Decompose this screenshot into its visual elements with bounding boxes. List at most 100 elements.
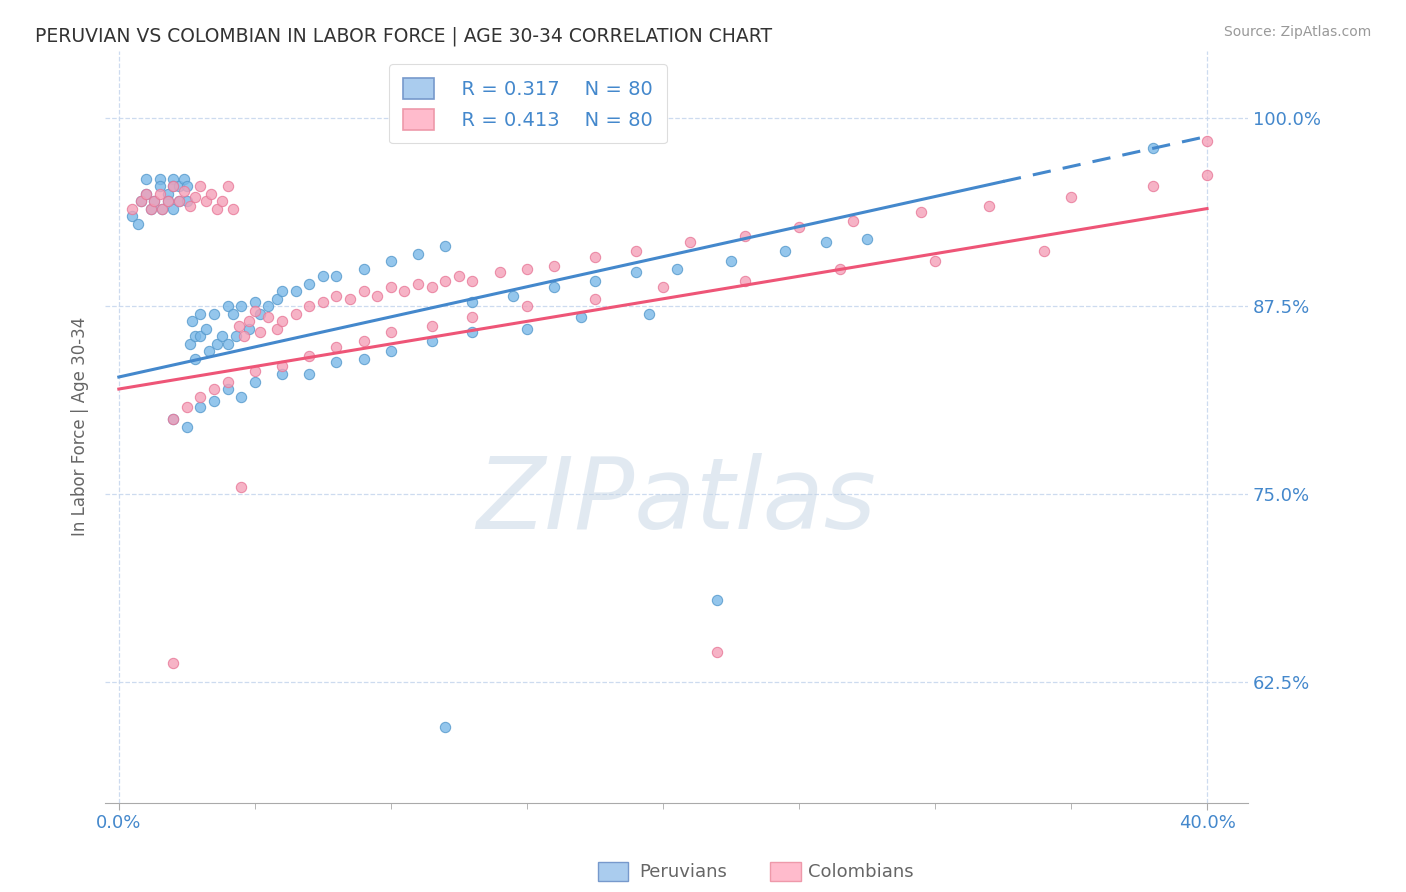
Point [1060,189,1083,203]
Point [179,198,201,212]
Point [325,289,347,303]
Point [406,277,429,291]
Point [231,390,253,404]
Point [380,344,402,359]
Point [228,318,250,333]
Point [856,232,879,246]
Point [516,299,538,313]
Point [271,367,294,381]
Point [787,219,810,234]
Point [135,171,157,186]
Text: Colombians: Colombians [808,863,914,881]
Point [679,235,702,249]
Point [141,202,163,216]
Point [190,400,212,414]
Point [624,265,647,279]
Point [217,375,239,389]
Point [202,307,225,321]
Point [190,307,212,321]
Point [173,171,195,186]
Point [121,209,143,223]
Legend:   R = 0.317    N = 80,   R = 0.413    N = 80: R = 0.317 N = 80, R = 0.413 N = 80 [389,64,666,144]
Point [194,194,217,208]
Point [167,194,190,208]
Point [583,250,606,264]
Point [461,294,484,309]
Point [569,310,592,324]
Point [543,259,565,273]
Point [447,269,470,284]
Point [624,244,647,258]
Point [162,179,184,194]
Point [184,351,207,366]
Point [149,179,172,194]
Point [127,217,149,231]
Point [238,322,260,336]
Point [202,394,225,409]
Point [420,318,443,333]
Point [217,179,239,194]
Point [651,280,673,294]
Point [184,329,207,343]
Point [380,280,402,294]
Point [461,325,484,339]
Point [543,280,565,294]
Point [143,194,166,208]
Point [181,314,204,328]
Point [434,720,457,734]
Point [149,186,172,201]
Point [190,179,212,194]
Point [231,299,253,313]
Point [775,244,797,258]
Point [222,307,245,321]
Point [325,269,347,284]
Text: Peruvians: Peruvians [640,863,728,881]
Point [135,186,157,201]
Point [842,213,865,227]
Point [434,239,457,253]
Point [734,274,756,288]
Point [167,179,190,194]
Point [266,322,288,336]
Point [353,285,375,299]
Point [406,246,429,260]
Point [225,329,247,343]
Point [979,198,1001,212]
Point [339,292,361,306]
Point [222,202,245,216]
Point [243,294,266,309]
Point [190,329,212,343]
Point [353,261,375,276]
Point [150,202,173,216]
Point [312,294,335,309]
Point [162,412,184,426]
Point [129,194,152,208]
Point [1195,134,1218,148]
Point [184,189,207,203]
Point [243,303,266,318]
Point [257,299,280,313]
Point [298,367,321,381]
Point [162,171,184,186]
Point [353,334,375,348]
Point [488,265,510,279]
Point [583,274,606,288]
Point [284,285,307,299]
Point [243,364,266,378]
Point [266,292,288,306]
Point [298,349,321,363]
Point [129,194,152,208]
Point [1142,141,1164,155]
Point [516,261,538,276]
Point [502,289,524,303]
Point [380,254,402,268]
Point [665,261,688,276]
Point [815,235,838,249]
Point [176,194,198,208]
Point [162,179,184,194]
Point [271,314,294,328]
Point [583,292,606,306]
Point [162,412,184,426]
Point [162,202,184,216]
Point [141,202,163,216]
